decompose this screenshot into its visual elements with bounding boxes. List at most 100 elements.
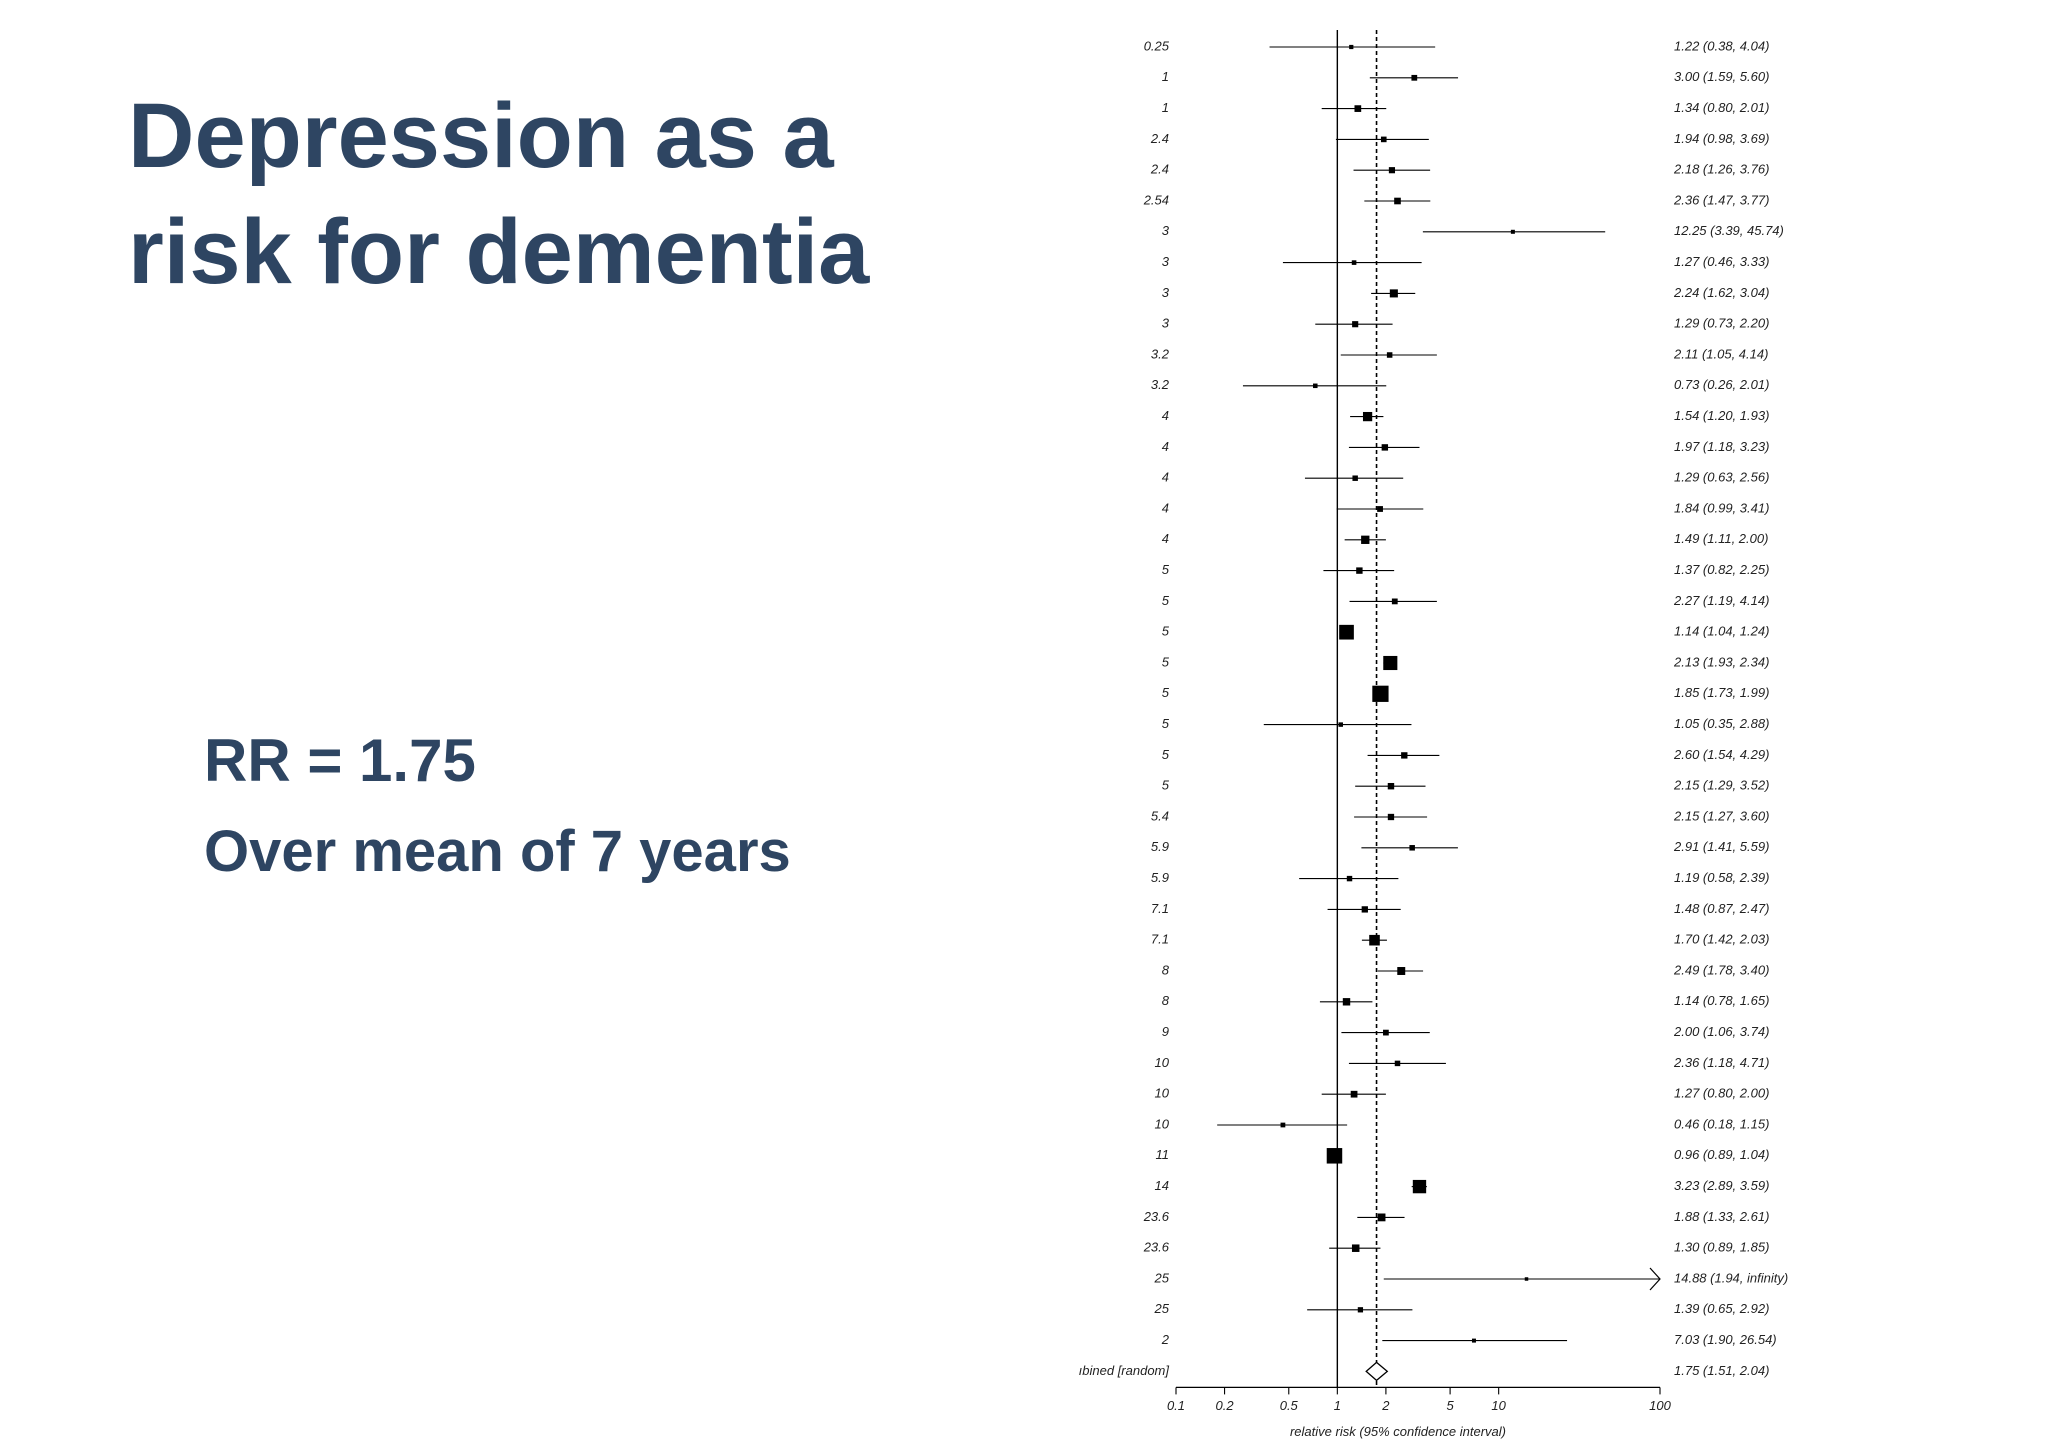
study-label: 25 bbox=[1154, 1270, 1170, 1285]
effect-size-label: 2.24 (1.62, 3.04) bbox=[1673, 285, 1769, 300]
effect-size-label: 1.54 (1.20, 1.93) bbox=[1674, 408, 1769, 423]
study-label: 5 bbox=[1162, 562, 1170, 577]
slide-title: Depression as a risk for dementia bbox=[128, 78, 1028, 310]
study-label: 3 bbox=[1162, 254, 1170, 269]
study-label: 0.25 bbox=[1144, 38, 1170, 53]
point-estimate bbox=[1352, 321, 1359, 328]
point-estimate bbox=[1351, 260, 1357, 265]
point-estimate bbox=[1350, 1090, 1358, 1098]
study-label: 5 bbox=[1162, 593, 1170, 608]
point-estimate bbox=[1280, 1122, 1286, 1128]
effect-size-label: 2.18 (1.26, 3.76) bbox=[1673, 162, 1769, 177]
effect-size-label: 1.85 (1.73, 1.99) bbox=[1674, 685, 1769, 700]
point-estimate bbox=[1401, 752, 1408, 759]
study-label: 4 bbox=[1162, 531, 1169, 546]
effect-size-label: 1.30 (0.89, 1.85) bbox=[1674, 1240, 1769, 1255]
study-label: 5.9 bbox=[1151, 839, 1169, 854]
point-estimate bbox=[1397, 967, 1406, 975]
study-label: 3 bbox=[1162, 223, 1170, 238]
x-tick-label: 0.1 bbox=[1167, 1398, 1185, 1413]
study-label: 14 bbox=[1155, 1178, 1169, 1193]
point-estimate bbox=[1391, 598, 1398, 605]
effect-size-label: 2.49 (1.78, 3.40) bbox=[1673, 962, 1769, 977]
study-label: 4 bbox=[1162, 408, 1169, 423]
effect-size-label: 0.96 (0.89, 1.04) bbox=[1674, 1147, 1769, 1162]
point-estimate bbox=[1313, 383, 1318, 389]
point-estimate bbox=[1389, 289, 1398, 298]
effect-size-label: 1.49 (1.11, 2.00) bbox=[1674, 531, 1768, 546]
study-label: 2 bbox=[1161, 1332, 1170, 1347]
study-label: 5.4 bbox=[1151, 808, 1169, 823]
effect-size-label: 1.29 (0.63, 2.56) bbox=[1674, 470, 1769, 485]
effect-size-label: 2.60 (1.54, 4.29) bbox=[1673, 747, 1769, 762]
study-label: 4 bbox=[1162, 500, 1169, 515]
point-estimate bbox=[1411, 74, 1418, 81]
point-estimate bbox=[1377, 1213, 1386, 1222]
point-estimate bbox=[1394, 197, 1401, 205]
effect-size-label: 7.03 (1.90, 26.54) bbox=[1674, 1332, 1777, 1347]
study-label: 23.6 bbox=[1143, 1240, 1170, 1255]
effect-size-label: 1.97 (1.18, 3.23) bbox=[1674, 439, 1769, 454]
effect-size-label: 1.22 (0.38, 4.04) bbox=[1674, 38, 1769, 53]
study-label: 10 bbox=[1155, 1055, 1170, 1070]
study-label: 5 bbox=[1162, 685, 1170, 700]
effect-size-label: 2.15 (1.29, 3.52) bbox=[1673, 778, 1769, 793]
x-tick-label: 5 bbox=[1446, 1398, 1454, 1413]
effect-size-label: 2.13 (1.93, 2.34) bbox=[1673, 654, 1769, 669]
relative-risk-summary: RR = 1.75 bbox=[204, 727, 476, 794]
slide-title-line-2: risk for dementia bbox=[128, 201, 870, 303]
effect-size-label: 1.29 (0.73, 2.20) bbox=[1674, 316, 1769, 331]
study-label: 1 bbox=[1162, 100, 1169, 115]
effect-size-label: 1.27 (0.80, 2.00) bbox=[1674, 1086, 1769, 1101]
point-estimate bbox=[1381, 444, 1389, 451]
x-tick-label: 0.2 bbox=[1216, 1398, 1235, 1413]
study-label: 2.4 bbox=[1150, 162, 1169, 177]
ci-open-arrow bbox=[1649, 1267, 1661, 1291]
study-label: 25 bbox=[1154, 1301, 1170, 1316]
study-label: 23.6 bbox=[1143, 1209, 1170, 1224]
effect-size-label: 2.36 (1.18, 4.71) bbox=[1673, 1055, 1769, 1070]
point-estimate bbox=[1372, 685, 1389, 702]
effect-size-label: 1.88 (1.33, 2.61) bbox=[1674, 1209, 1769, 1224]
effect-size-label: 2.27 (1.19, 4.14) bbox=[1673, 593, 1769, 608]
study-label: 3 bbox=[1162, 285, 1170, 300]
effect-size-label: 2.11 (1.05, 4.14) bbox=[1673, 346, 1768, 361]
x-tick-label: 0.5 bbox=[1280, 1398, 1299, 1413]
x-tick-label: 100 bbox=[1649, 1398, 1671, 1413]
point-estimate bbox=[1357, 1307, 1364, 1313]
point-estimate bbox=[1338, 722, 1343, 727]
effect-size-label: 1.14 (0.78, 1.65) bbox=[1674, 993, 1769, 1008]
study-label: 4 bbox=[1162, 439, 1169, 454]
point-estimate bbox=[1380, 136, 1387, 143]
point-estimate bbox=[1352, 475, 1358, 481]
study-label: 10 bbox=[1155, 1116, 1170, 1131]
point-estimate bbox=[1346, 875, 1353, 882]
study-label: 5.9 bbox=[1151, 870, 1169, 885]
point-estimate bbox=[1342, 998, 1351, 1006]
point-estimate bbox=[1326, 1148, 1343, 1164]
study-label: 2.4 bbox=[1150, 131, 1169, 146]
point-estimate bbox=[1377, 506, 1383, 512]
effect-size-label: 2.00 (1.06, 3.74) bbox=[1673, 1024, 1769, 1039]
point-estimate bbox=[1383, 655, 1398, 671]
x-tick-label: 1 bbox=[1334, 1398, 1341, 1413]
effect-size-label: 1.39 (0.65, 2.92) bbox=[1674, 1301, 1769, 1316]
effect-size-label: 2.36 (1.47, 3.77) bbox=[1673, 192, 1769, 207]
point-estimate bbox=[1383, 1029, 1389, 1036]
study-label: 9 bbox=[1162, 1024, 1169, 1039]
pooled-effect-label: 1.75 (1.51, 2.04) bbox=[1674, 1363, 1769, 1378]
slide-title-line-1: Depression as a bbox=[128, 85, 834, 187]
study-label: 3.2 bbox=[1151, 377, 1170, 392]
pooled-diamond bbox=[1365, 1361, 1389, 1382]
effect-size-label: 1.27 (0.46, 3.33) bbox=[1674, 254, 1769, 269]
point-estimate bbox=[1471, 1338, 1476, 1343]
study-label: 1 bbox=[1162, 69, 1169, 84]
study-label: 5 bbox=[1162, 624, 1170, 639]
effect-size-label: 1.19 (0.58, 2.39) bbox=[1674, 870, 1769, 885]
point-estimate bbox=[1387, 813, 1395, 821]
x-tick-label: 10 bbox=[1491, 1398, 1506, 1413]
study-label: 10 bbox=[1155, 1086, 1170, 1101]
study-label: 3 bbox=[1162, 316, 1170, 331]
effect-size-label: 3.23 (2.89, 3.59) bbox=[1674, 1178, 1769, 1193]
study-label: 3.2 bbox=[1151, 346, 1170, 361]
